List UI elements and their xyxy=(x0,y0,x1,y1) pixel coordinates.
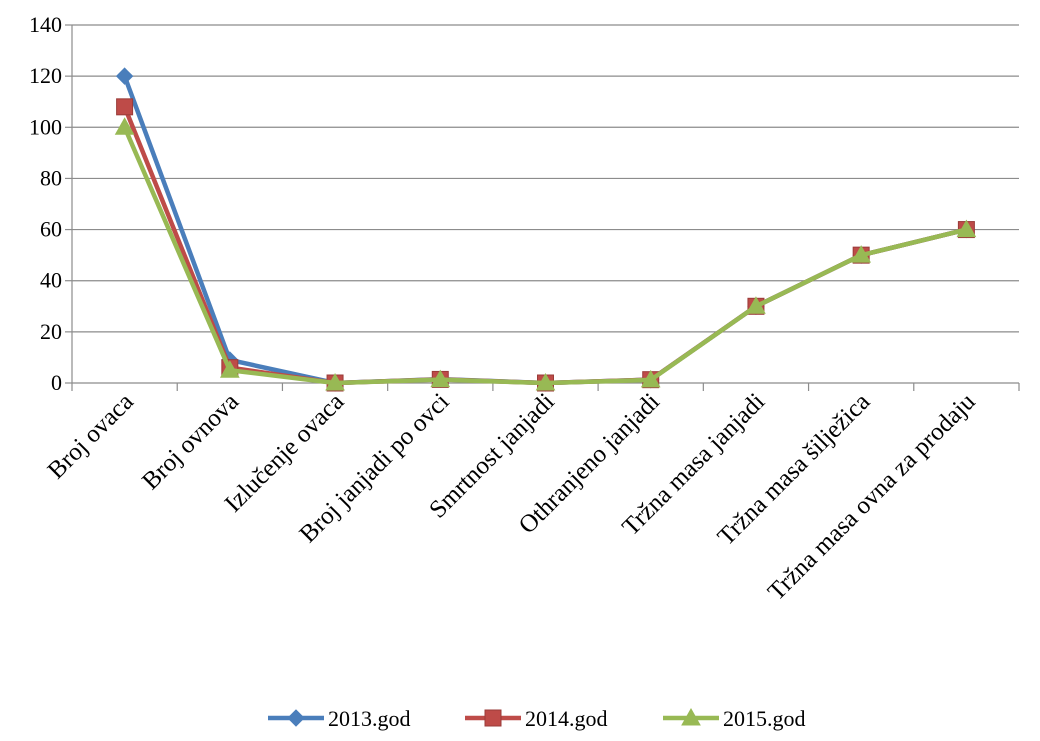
data-point xyxy=(325,372,345,391)
axes xyxy=(65,24,1020,391)
x-tick-label: Broj ovnova xyxy=(137,388,244,495)
legend-marker xyxy=(681,707,701,726)
y-tick-labels: 0 20 40 60 80 100 120 140 xyxy=(29,12,62,395)
data-point xyxy=(430,369,451,388)
legend-marker xyxy=(484,709,502,727)
series-line xyxy=(122,125,969,386)
data-point xyxy=(851,245,872,263)
legend-item: 2013.god xyxy=(268,706,411,731)
series-line xyxy=(122,104,969,386)
legend-label: 2013.god xyxy=(328,706,411,731)
series-2014.god xyxy=(116,98,975,392)
gridlines xyxy=(72,24,1019,333)
data-point xyxy=(219,360,240,378)
legend-marker xyxy=(287,709,305,727)
legend-item: 2015.god xyxy=(663,706,806,731)
data-point xyxy=(640,369,661,388)
data-point xyxy=(116,98,134,116)
y-tick-label: 60 xyxy=(40,217,62,242)
legend: 2013.god 2014.god 2015.god xyxy=(268,706,806,731)
y-tick-label: 140 xyxy=(29,12,62,37)
data-point xyxy=(746,296,766,314)
data-point xyxy=(956,219,977,238)
legend-label: 2015.god xyxy=(723,706,806,731)
y-tick-label: 20 xyxy=(40,319,62,344)
data-point xyxy=(115,67,134,85)
y-tick-label: 120 xyxy=(29,63,62,88)
series-lines xyxy=(114,67,977,392)
x-tick-label: Tržna masa ovna za prodaju xyxy=(763,388,981,606)
legend-label: 2014.god xyxy=(525,706,608,731)
legend-item: 2014.god xyxy=(465,706,608,731)
y-tick-label: 0 xyxy=(51,370,62,395)
data-point xyxy=(114,117,135,135)
data-point xyxy=(535,372,556,391)
y-tick-label: 40 xyxy=(40,268,62,293)
series-2015.god xyxy=(114,117,977,391)
y-tick-label: 80 xyxy=(40,165,62,190)
y-tick-label: 100 xyxy=(29,114,62,139)
x-tick-label: Broj ovaca xyxy=(43,388,139,484)
